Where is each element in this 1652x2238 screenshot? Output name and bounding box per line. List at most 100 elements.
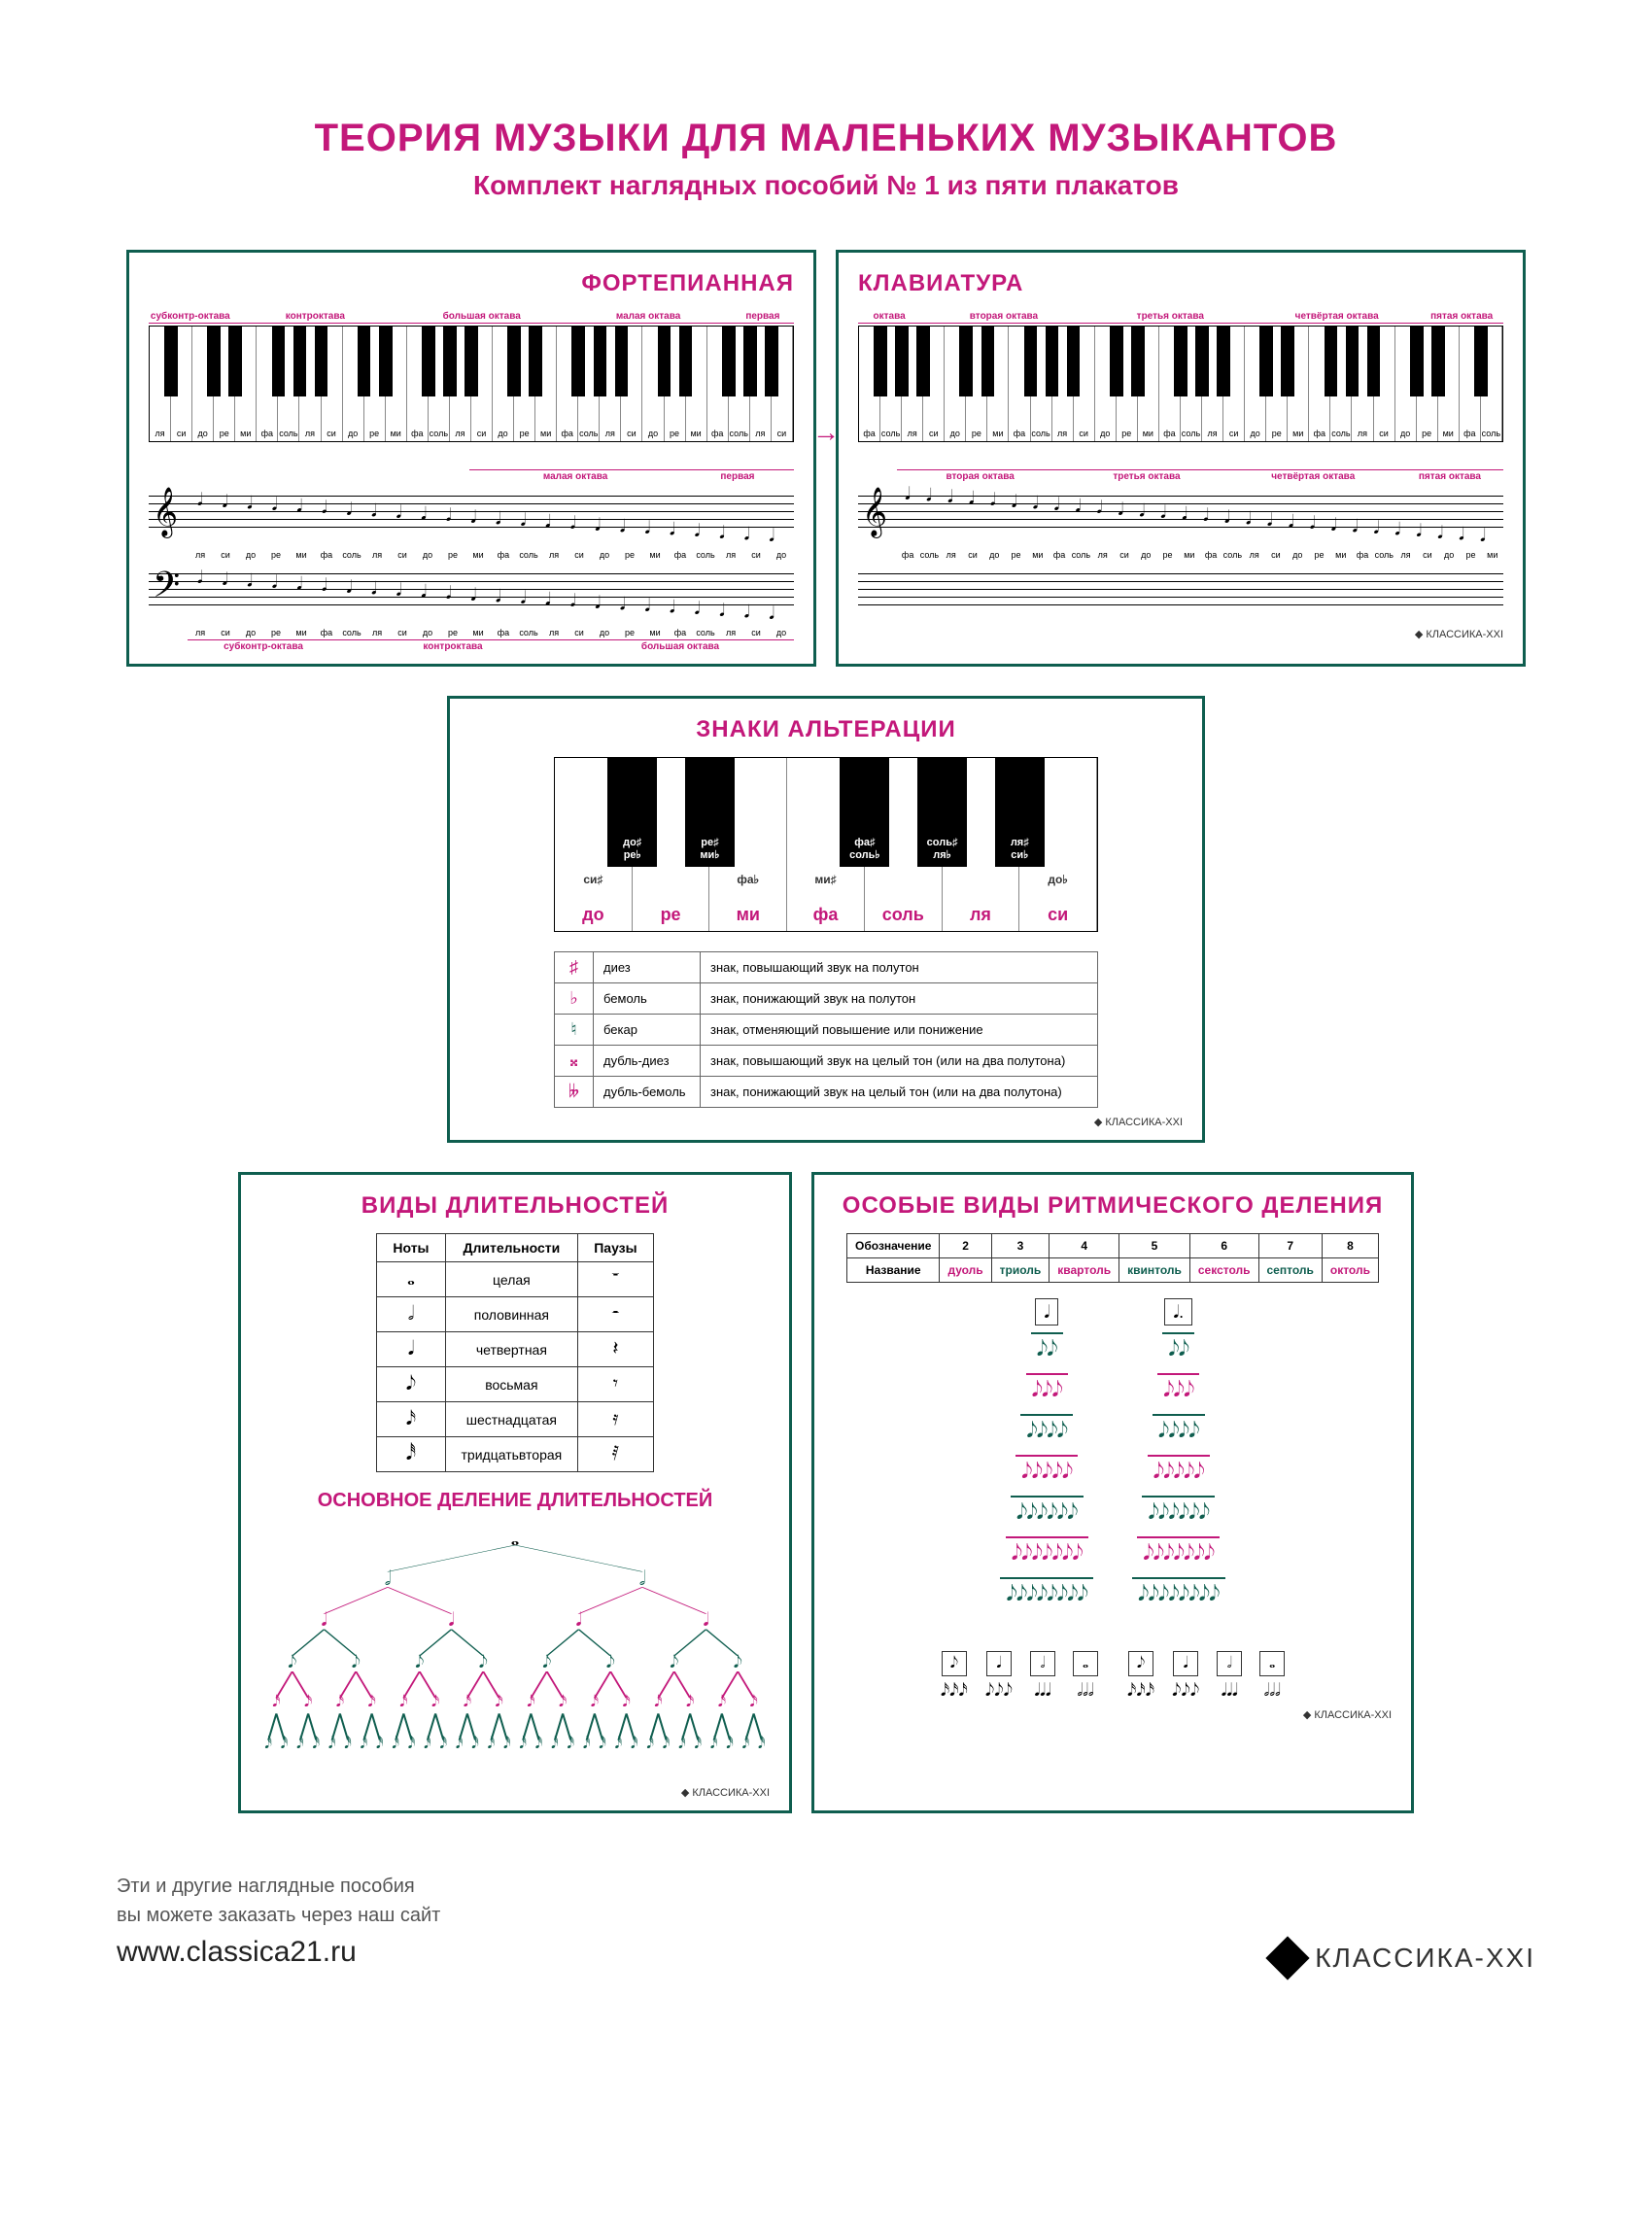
white-key: соль [578,327,600,441]
key-label: фа [1309,429,1329,438]
key-label: соль [1330,429,1351,438]
key-label: си [1374,429,1394,438]
key-label: фа [1460,429,1480,438]
key-label: си [1223,429,1244,438]
white-key: до [343,327,364,441]
white-key: до [192,327,214,441]
key-label: ми [1288,429,1308,438]
white-key: ре [665,327,686,441]
rhythmic-column: 𝅘𝅥𝅘𝅥𝅮𝅘𝅥𝅮𝅘𝅥𝅮𝅘𝅥𝅮𝅘𝅥𝅮𝅘𝅥𝅮𝅘𝅥𝅮𝅘𝅥𝅮𝅘𝅥𝅮𝅘𝅥𝅮𝅘𝅥𝅮𝅘𝅥𝅮𝅘𝅥… [1000,1302,1093,1608]
white-key: соль [1181,327,1202,441]
white-key: ля [902,327,923,441]
duration-tree: 𝅝𝅗𝅥𝅗𝅥𝅘𝅥𝅘𝅥𝅘𝅥𝅘𝅥𝅘𝅥𝅮𝅘𝅥𝅮𝅘𝅥𝅮𝅘𝅥𝅮𝅘𝅥𝅮𝅘𝅥𝅮𝅘𝅥𝅮𝅘𝅥𝅮𝅘𝅥𝅯… [260,1526,770,1778]
alt-note-label: си [1019,905,1096,925]
white-key: ми [235,327,257,441]
white-key: фа [1460,327,1481,441]
white-key: ре [214,327,235,441]
footer-url: www.classica21.ru [117,1930,440,1974]
white-key: ми [987,327,1009,441]
white-key: ля [1352,327,1373,441]
alt-note-label: соль [865,905,942,925]
white-key: соль [278,327,299,441]
rhythmic-bottom-item: 𝅗𝅥𝅘𝅥𝅘𝅥𝅘𝅥 [1030,1651,1055,1701]
rhythmic-bottom-item: 𝅝𝅗𝅥𝅗𝅥𝅗𝅥 [1073,1651,1098,1701]
alt-black-key: соль♯ля♭ [917,758,967,867]
white-key: ре [1266,327,1288,441]
white-key: фа [859,327,880,441]
key-label: до [192,429,213,438]
tuplet-group: 𝅘𝅥𝅮𝅘𝅥𝅮𝅘𝅥𝅮𝅘𝅥𝅮𝅘𝅥𝅮𝅘𝅥𝅮𝅘𝅥𝅮𝅘𝅥𝅮 [1132,1577,1225,1608]
white-key: фа [1159,327,1181,441]
logo-small: КЛАССИКА-XXI [834,1708,1392,1721]
octave-label: контроктава [232,311,398,324]
key-label: си [923,429,944,438]
durations-subtitle: ОСНОВНОЕ ДЕЛЕНИЕ ДЛИТЕЛЬНОСТЕЙ [260,1490,770,1512]
poster-alteration: ЗНАКИ АЛЬТЕРАЦИИ си♯дорефа♭мими♯фасольля… [447,696,1205,1143]
alt-black-key: до♯ре♭ [607,758,657,867]
octave-label: четвёртая октава [1254,311,1420,324]
white-key: ля [1052,327,1074,441]
white-key: до [1245,327,1266,441]
white-key: ми [1138,327,1159,441]
tuplet-group: 𝅘𝅥𝅮𝅘𝅥𝅮𝅘𝅥𝅮𝅘𝅥𝅮 [1153,1414,1205,1445]
alt-black-key: фа♯соль♭ [840,758,889,867]
octave-label: третья октава [1087,311,1254,324]
key-label: фа [407,429,428,438]
poster-rhythmic: ОСОБЫЕ ВИДЫ РИТМИЧЕСКОГО ДЕЛЕНИЯ Обознач… [811,1172,1414,1813]
rhythmic-header-table: Обозначение2345678Названиедуольтриольква… [846,1233,1379,1283]
white-key: ре [1117,327,1138,441]
key-label: соль [729,429,749,438]
key-label: ми [1438,429,1459,438]
alt-black-key: ре♯ми♭ [685,758,735,867]
key-label: си [471,429,492,438]
row-bottom: ВИДЫ ДЛИТЕЛЬНОСТЕЙ НотыДлительностиПаузы… [117,1172,1535,1813]
durations-title: ВИДЫ ДЛИТЕЛЬНОСТЕЙ [260,1192,770,1220]
rhythmic-column: 𝅘𝅥.𝅘𝅥𝅮𝅘𝅥𝅮𝅘𝅥𝅮𝅘𝅥𝅮𝅘𝅥𝅮𝅘𝅥𝅮𝅘𝅥𝅮𝅘𝅥𝅮𝅘𝅥𝅮𝅘𝅥𝅮𝅘𝅥𝅮𝅘𝅥𝅮𝅘… [1132,1302,1225,1608]
key-label: ми [235,429,256,438]
key-label: ля [1052,429,1073,438]
key-label: ре [665,429,685,438]
octave-label: первая [732,311,794,324]
white-key: до [1095,327,1117,441]
table-row: ♯диеззнак, повышающий звук на полутон [555,952,1098,983]
key-label: фа [707,429,728,438]
white-key: си [772,327,793,441]
clef-icon: 𝄞 [862,488,887,536]
table-row: 𝄫дубль-бемользнак, понижающий звук на це… [555,1077,1098,1108]
footer: Эти и другие наглядные пособия вы можете… [117,1872,1535,1974]
durations-table: НотыДлительностиПаузы𝅝целая𝄻𝅗𝅥половинная… [376,1233,653,1472]
key-label: ми [1138,429,1158,438]
subtitle: Комплект наглядных пособий № 1 из пяти п… [117,170,1535,201]
poster-title-left: ФОРТЕПИАННАЯ [149,270,794,297]
key-label: до [1095,429,1116,438]
clef-icon: 𝄢 [153,566,180,614]
tuplet-group: 𝅘𝅥𝅮𝅘𝅥𝅮𝅘𝅥𝅮𝅘𝅥𝅮 [1020,1414,1073,1445]
key-label: ля [299,429,320,438]
rhythmic-bottom-item: 𝅘𝅥𝅮𝅘𝅥𝅯𝅘𝅥𝅯𝅘𝅥𝅯 [1127,1651,1154,1701]
rhythmic-bottom-item: 𝅝𝅗𝅥𝅗𝅥𝅗𝅥 [1259,1651,1285,1701]
white-key: ля [1202,327,1223,441]
octave-label: октава [858,311,920,324]
key-label: соль [1181,429,1201,438]
key-label: фа [859,429,879,438]
tuplet-group: 𝅘𝅥𝅮𝅘𝅥𝅮𝅘𝅥𝅮 [1157,1373,1199,1404]
white-key: ми [386,327,407,441]
white-key: до [642,327,664,441]
key-label: си [322,429,342,438]
octave-label: пятая октава [1420,311,1503,324]
key-label: соль [1031,429,1051,438]
white-key: соль [729,327,750,441]
table-row: ♮бекарзнак, отменяющий повышение или пон… [555,1015,1098,1046]
octave-label: вторая октава [920,311,1086,324]
white-key: си [171,327,192,441]
key-label: ми [535,429,556,438]
table-row: ♭бемользнак, понижающий звук на полутон [555,983,1098,1015]
white-key: соль [1330,327,1352,441]
octave-label: субконтр-октава [149,311,232,324]
key-label: ре [364,429,385,438]
key-label: соль [278,429,298,438]
white-key: ре [514,327,535,441]
key-label: си [1074,429,1094,438]
tuplet-group: 𝅘𝅥𝅮𝅘𝅥𝅮𝅘𝅥𝅮𝅘𝅥𝅮𝅘𝅥𝅮 [1015,1455,1078,1486]
table-row: 𝅗𝅥половинная𝄼 [377,1297,653,1332]
